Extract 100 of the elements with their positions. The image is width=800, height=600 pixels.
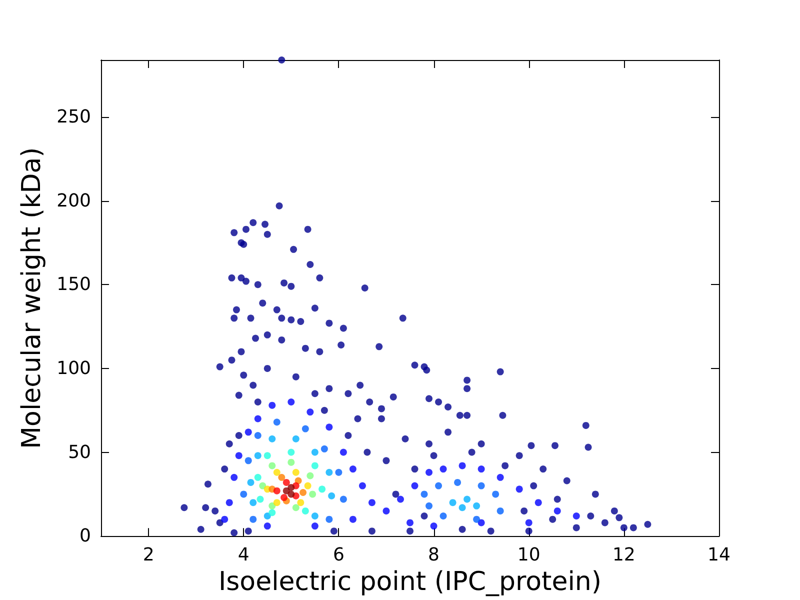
point	[435, 482, 442, 490]
point	[478, 519, 485, 526]
point	[264, 512, 271, 520]
point	[449, 499, 456, 506]
point	[230, 474, 238, 481]
point	[288, 398, 295, 406]
point	[454, 478, 462, 486]
point	[226, 499, 233, 506]
x-tick-label: 2	[142, 544, 154, 566]
point	[458, 462, 466, 470]
point	[473, 516, 480, 523]
y-tick-label: 0	[80, 526, 91, 547]
x-tick-label: 12	[612, 544, 636, 566]
point	[254, 474, 262, 481]
point	[397, 496, 404, 503]
point	[268, 402, 276, 409]
point	[473, 502, 480, 510]
point	[525, 519, 532, 526]
point	[554, 507, 561, 514]
point	[311, 522, 318, 530]
point	[328, 492, 336, 500]
point	[349, 516, 356, 523]
point	[516, 486, 523, 493]
point	[326, 424, 333, 431]
point	[311, 512, 318, 520]
point	[335, 468, 342, 476]
point	[368, 499, 376, 506]
point	[292, 468, 300, 476]
point	[288, 448, 295, 456]
x-tick-label: 10	[517, 544, 540, 566]
y-tick-label: 100	[56, 358, 91, 379]
point	[326, 516, 333, 523]
point	[311, 448, 318, 456]
point	[280, 494, 288, 502]
point	[411, 482, 418, 490]
point	[309, 490, 316, 498]
point	[340, 448, 347, 456]
point	[492, 490, 500, 498]
point	[406, 519, 414, 526]
point	[382, 507, 390, 514]
point	[320, 445, 328, 452]
point	[306, 472, 314, 480]
y-tick-label: 50	[68, 442, 91, 463]
point	[235, 452, 242, 460]
point	[430, 522, 438, 530]
point	[273, 487, 280, 494]
point	[302, 425, 309, 432]
point	[420, 490, 428, 498]
point	[259, 482, 266, 490]
point	[273, 418, 280, 426]
point	[306, 408, 314, 416]
point	[572, 512, 580, 520]
point	[440, 466, 447, 473]
point	[254, 415, 262, 422]
point	[256, 496, 264, 503]
y-axis-title: Molecular weight (kDa)	[17, 147, 47, 449]
point	[534, 499, 542, 506]
point	[311, 462, 318, 470]
point	[358, 482, 366, 490]
point	[349, 466, 356, 473]
point	[292, 504, 300, 512]
point	[268, 502, 276, 510]
point	[282, 478, 290, 486]
point	[268, 462, 276, 470]
point	[496, 507, 504, 514]
point	[478, 482, 485, 490]
x-axis-title: Isoelectric point (IPC_protein)	[218, 567, 602, 597]
point	[326, 468, 333, 476]
y-tick-label: 200	[56, 190, 91, 212]
point	[288, 458, 295, 466]
point	[264, 522, 271, 530]
point	[464, 496, 471, 503]
point	[297, 499, 304, 506]
x-tick-label: 6	[332, 544, 344, 566]
point	[288, 484, 295, 491]
point	[440, 512, 447, 520]
point	[273, 499, 280, 506]
point	[247, 478, 254, 486]
point	[250, 516, 257, 523]
point	[304, 482, 312, 490]
point	[426, 468, 433, 476]
point	[426, 502, 433, 510]
x-tick-label: 8	[428, 544, 440, 566]
point	[302, 507, 309, 514]
point	[268, 509, 276, 516]
point	[264, 452, 271, 460]
point	[273, 468, 280, 476]
point	[458, 504, 466, 512]
y-tick-label: 250	[56, 106, 91, 128]
point	[292, 435, 300, 442]
point	[250, 499, 257, 506]
point	[288, 490, 295, 498]
point	[278, 474, 286, 481]
point	[244, 457, 252, 464]
x-tick-label: 4	[238, 544, 250, 566]
point	[300, 489, 307, 496]
point	[478, 466, 485, 473]
y-tick-label: 150	[56, 274, 91, 296]
point	[254, 452, 262, 460]
point	[318, 486, 326, 493]
